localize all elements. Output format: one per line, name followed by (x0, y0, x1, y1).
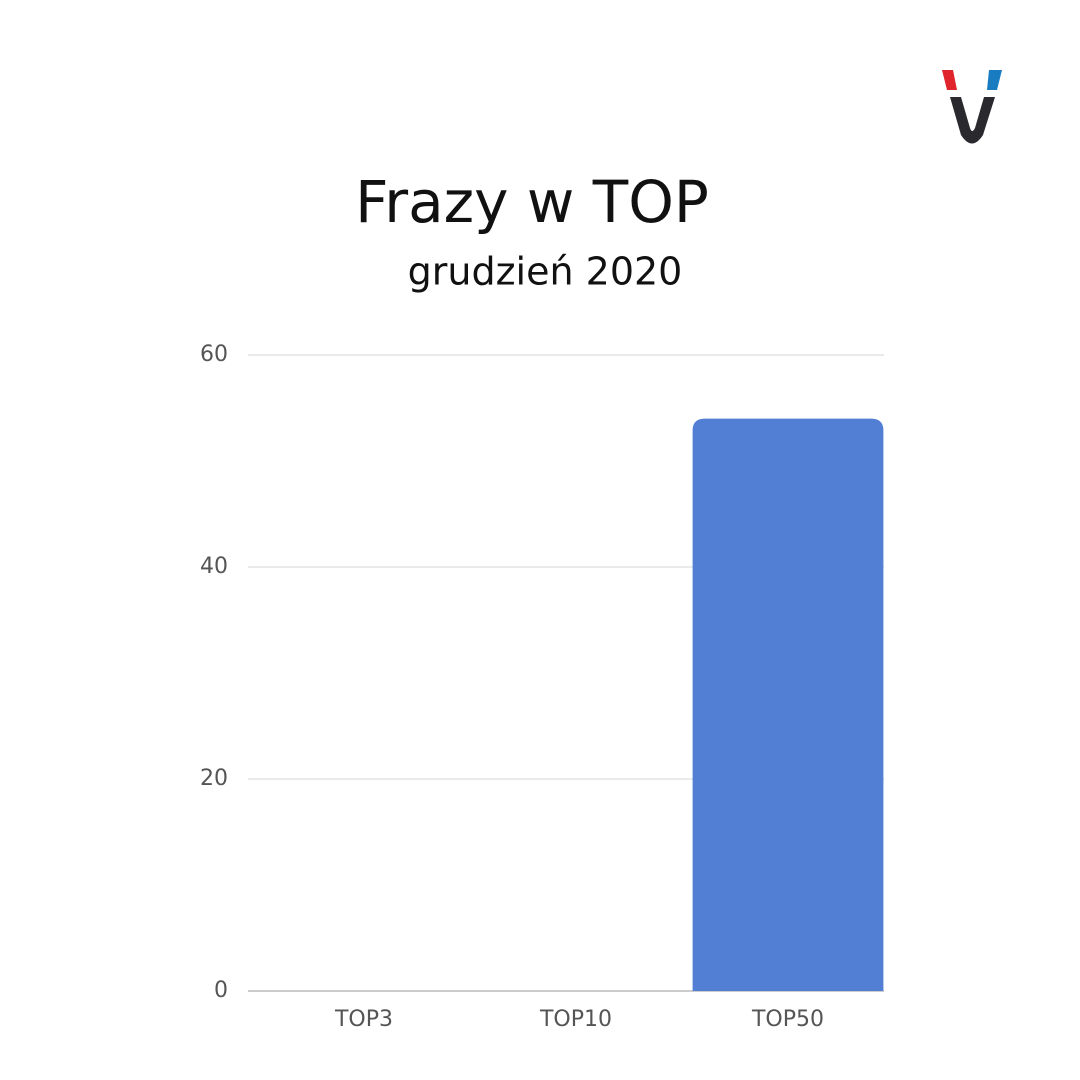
y-tick-label: 40 (200, 554, 228, 579)
x-tick-label: TOP50 (751, 1007, 824, 1032)
x-tick-label: TOP3 (334, 1007, 393, 1032)
bar (692, 418, 884, 992)
chart-subtitle: grudzień 2020 (408, 250, 683, 294)
logo (942, 70, 1002, 144)
x-tick-label: TOP10 (539, 1007, 612, 1032)
y-tick-label: 20 (200, 766, 228, 791)
y-tick-label: 0 (214, 978, 228, 1003)
chart-title: Frazy w TOP (355, 168, 709, 236)
y-tick-label: 60 (200, 342, 228, 367)
